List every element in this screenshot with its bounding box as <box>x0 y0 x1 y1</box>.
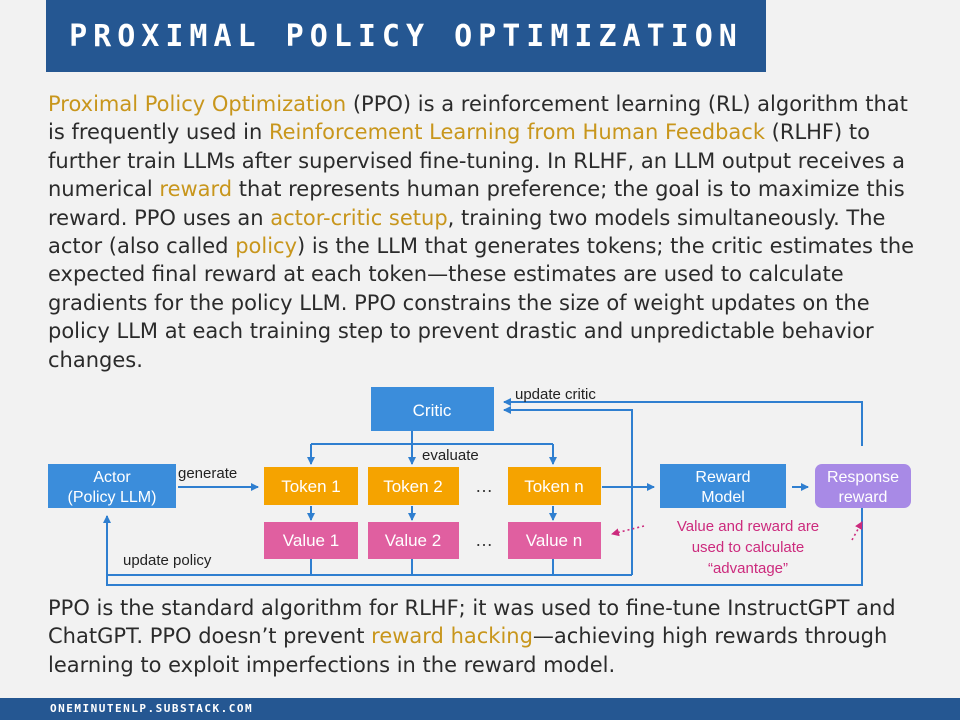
token-box-1 <box>264 467 358 505</box>
token-box-n <box>508 467 601 505</box>
value-ellipsis: … <box>475 530 493 550</box>
label-evaluate: evaluate <box>422 447 479 464</box>
title-banner: PROXIMAL POLICY OPTIMIZATION <box>46 0 766 72</box>
reward-model-line2: Model <box>701 489 745 506</box>
intro-text: (RLHF) to further train LLMs after super… <box>48 120 906 202</box>
value-box-2 <box>368 522 459 559</box>
actor-label-line2: (Policy LLM) <box>68 489 157 506</box>
intro-highlight: Proximal Policy Optimization <box>48 92 347 116</box>
value-label-2: Value 2 <box>385 531 441 550</box>
footer-bar: ONEMINUTENLP.SUBSTACK.COM <box>0 698 960 720</box>
value-box-1 <box>264 522 358 559</box>
token-box-2 <box>368 467 459 505</box>
intro-paragraph: Proximal Policy Optimization (PPO) is a … <box>48 90 918 374</box>
arrow-note-to-response <box>851 521 863 541</box>
advantage-note-line1: Value and reward are <box>677 518 819 535</box>
outro-paragraph: PPO is the standard algorithm for RLHF; … <box>48 594 918 679</box>
value-box-n <box>508 522 601 559</box>
actor-box <box>48 464 176 508</box>
intro-text: that represents human preference; the go… <box>48 177 905 230</box>
arrow-note-to-values <box>611 525 645 537</box>
label-update-critic: update critic <box>515 386 596 403</box>
advantage-note-line3: “advantage” <box>708 560 788 577</box>
intro-highlight: reward <box>159 177 233 202</box>
token-label-n: Token n <box>524 477 584 496</box>
reward-model-box <box>660 464 786 508</box>
outro-highlight: reward hacking <box>371 624 533 649</box>
arrow-response-to-critic <box>503 398 863 446</box>
critic-label: Critic <box>413 401 452 420</box>
critic-box <box>371 387 494 431</box>
advantage-note-line2: used to calculate <box>692 539 805 556</box>
value-label-1: Value 1 <box>283 531 339 550</box>
label-update-policy: update policy <box>123 552 212 569</box>
reward-model-line1: Reward <box>695 469 750 486</box>
response-reward-box <box>815 464 911 508</box>
arrow-values-to-critic <box>503 406 633 575</box>
intro-highlight: policy <box>235 234 298 259</box>
actor-label-line1: Actor <box>93 469 131 486</box>
label-generate: generate <box>178 465 237 482</box>
token-ellipsis: … <box>475 476 493 496</box>
arrow-update-policy <box>103 506 863 586</box>
token-label-2: Token 2 <box>383 477 443 496</box>
intro-text: , training two models simultaneously. Th… <box>48 205 886 259</box>
response-reward-line2: reward <box>839 489 888 506</box>
ppo-diagram: Critic Actor (Policy LLM) Token 1 Token … <box>48 386 911 586</box>
outro-text: PPO is the standard algorithm for RLHF; … <box>48 596 896 649</box>
response-reward-line1: Response <box>827 469 899 486</box>
value-label-n: Value n <box>526 531 582 550</box>
intro-highlight: Reinforcement Learning from Human Feedba… <box>268 120 765 145</box>
intro-text: (PPO) is a reinforcement learning (RL) a… <box>48 92 908 145</box>
token-label-1: Token 1 <box>281 477 341 496</box>
intro-highlight: actor-critic setup <box>270 205 448 230</box>
footer-url: ONEMINUTENLP.SUBSTACK.COM <box>50 702 254 715</box>
page-title: PROXIMAL POLICY OPTIMIZATION <box>69 18 743 54</box>
outro-text: —achieving high rewards through learning… <box>48 624 888 677</box>
intro-text: ) is the LLM that generates tokens; the … <box>48 234 915 372</box>
